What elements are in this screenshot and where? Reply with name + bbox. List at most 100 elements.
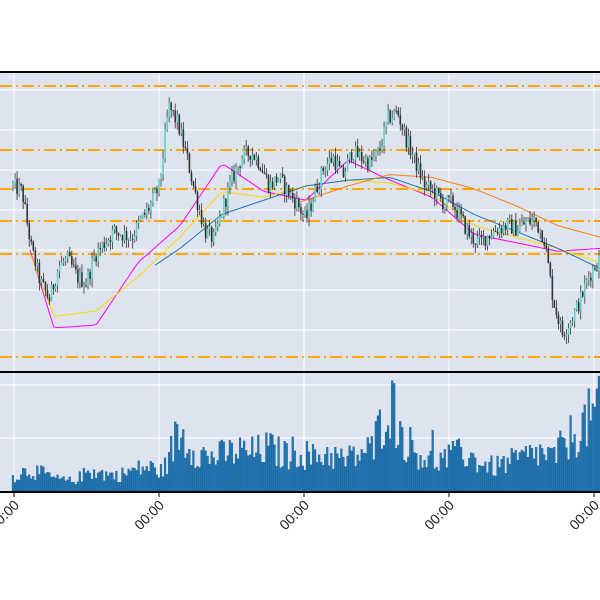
- volume-bar: [320, 462, 323, 492]
- candle-body: [533, 217, 535, 220]
- candle-body: [154, 189, 156, 193]
- volume-bar: [32, 476, 35, 492]
- candle-body: [304, 210, 306, 215]
- volume-bar: [261, 462, 264, 492]
- volume-bar: [241, 447, 244, 492]
- candle-body: [583, 283, 586, 297]
- volume-bar: [528, 445, 532, 492]
- volume-bar: [537, 465, 540, 492]
- candle-body: [314, 185, 316, 202]
- volume-bar: [352, 446, 355, 492]
- candle-body: [586, 279, 588, 284]
- volume-bar: [163, 457, 167, 492]
- candle-body: [332, 155, 335, 163]
- volume-bar: [322, 465, 325, 492]
- volume-bar: [370, 436, 373, 492]
- candle-body: [365, 158, 367, 163]
- volume-bar: [506, 457, 509, 492]
- volume-bar: [259, 454, 262, 492]
- candle-body: [48, 297, 51, 302]
- volume-bar: [431, 429, 434, 492]
- candle-body: [431, 188, 434, 190]
- candle-body: [338, 161, 341, 167]
- volume-bar: [289, 461, 292, 492]
- candle-body: [371, 157, 373, 160]
- candle-body: [296, 198, 298, 209]
- volume-bar: [60, 477, 63, 492]
- volume-bar: [74, 484, 77, 492]
- candle-body: [300, 207, 302, 214]
- candle-body: [164, 129, 166, 159]
- candle-body: [515, 220, 517, 236]
- candle-body: [517, 230, 519, 236]
- volume-bar: [486, 472, 489, 492]
- volume-bar: [72, 481, 75, 492]
- candle-body: [336, 161, 339, 170]
- candle-body: [34, 250, 37, 267]
- volume-bar: [532, 458, 536, 492]
- volume-bar: [232, 463, 236, 492]
- volume-bar: [476, 472, 479, 492]
- candle-body: [38, 262, 41, 284]
- candle-body: [322, 167, 325, 172]
- volume-bar: [567, 459, 570, 492]
- volume-bar: [332, 469, 335, 492]
- volume-bar: [28, 474, 31, 492]
- volume-bar: [251, 436, 254, 492]
- volume-bar: [336, 453, 339, 492]
- volume-bar: [330, 453, 333, 492]
- candle-body: [316, 185, 318, 193]
- volume-bar: [451, 441, 455, 492]
- candle-body: [87, 271, 89, 286]
- volume-bar: [579, 441, 582, 492]
- volume-bar: [145, 466, 148, 492]
- candle-body: [360, 152, 363, 162]
- volume-bar: [216, 460, 219, 492]
- candle-body: [184, 146, 187, 149]
- volume-bar: [526, 456, 530, 492]
- volume-bar: [153, 467, 156, 492]
- x-tick-label: 00:00: [276, 497, 312, 533]
- volume-bar: [403, 460, 406, 492]
- volume-bar: [553, 447, 556, 492]
- candle-body: [261, 170, 264, 173]
- candle-body: [105, 243, 108, 249]
- candle-body: [141, 212, 144, 218]
- volume-bar: [466, 466, 469, 492]
- volume-bar: [277, 436, 280, 492]
- candle-body: [373, 156, 375, 160]
- volume-bar: [93, 469, 96, 492]
- volume-bar: [192, 450, 195, 492]
- candle-body: [490, 236, 493, 239]
- candle-body: [16, 178, 18, 195]
- volume-bar: [309, 464, 313, 492]
- candle-body: [474, 243, 477, 245]
- volume-bar: [208, 463, 211, 492]
- candle-body: [273, 176, 276, 188]
- volume-bar: [462, 459, 465, 492]
- volume-bar: [399, 421, 402, 492]
- volume-bar: [103, 480, 106, 492]
- candle-body: [513, 220, 515, 234]
- candle-body: [125, 231, 128, 241]
- volume-bar: [109, 472, 112, 492]
- candle-body: [302, 213, 304, 215]
- candle-body: [385, 122, 387, 128]
- volume-bar: [419, 455, 422, 492]
- candle-body: [596, 269, 598, 271]
- volume-bar: [80, 481, 83, 492]
- candle-body: [306, 210, 308, 219]
- volume-bar: [512, 452, 515, 492]
- moving-average-line: [299, 174, 600, 238]
- volume-bar: [522, 451, 525, 492]
- candle-body: [294, 198, 296, 209]
- volume-bar: [255, 452, 258, 492]
- x-tick-label: 00:00: [566, 497, 600, 533]
- volume-bar: [571, 442, 574, 492]
- candle-body: [214, 226, 217, 232]
- volume-bar: [271, 434, 274, 492]
- volume-bar: [84, 472, 88, 492]
- volume-bar: [111, 472, 114, 492]
- candle-body: [377, 148, 379, 151]
- candle-body: [99, 248, 102, 250]
